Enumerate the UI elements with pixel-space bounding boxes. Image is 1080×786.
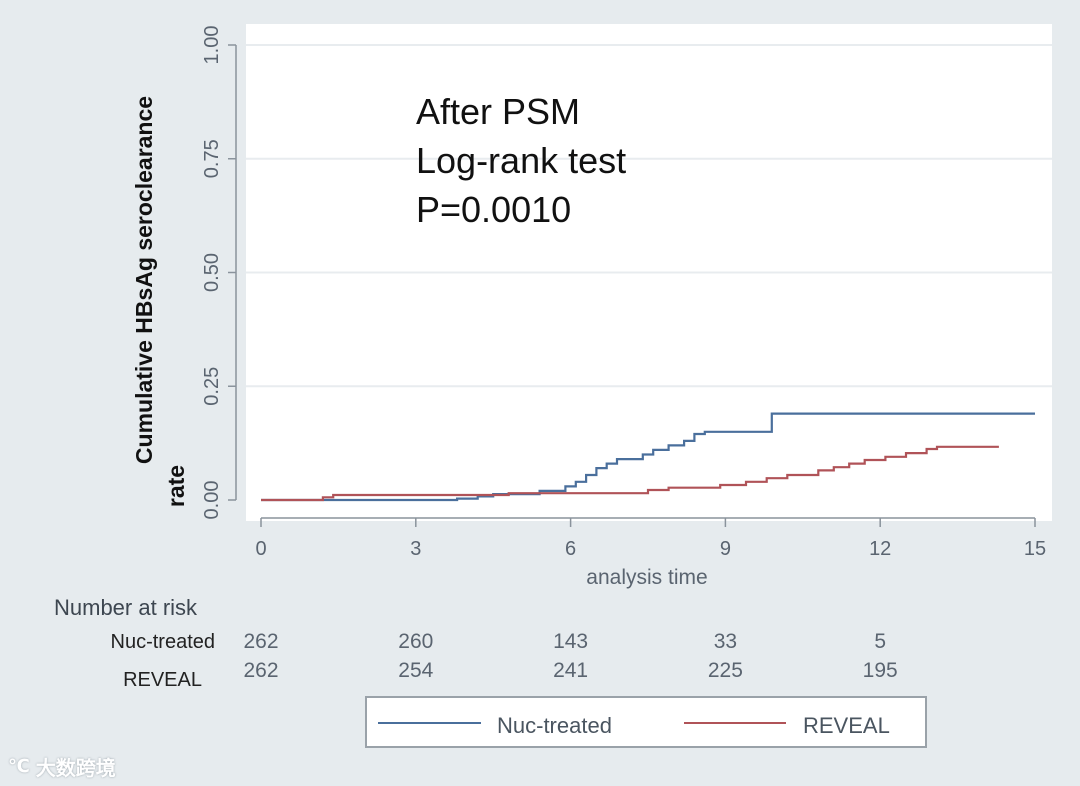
y-axis-title-line2: rate [163, 465, 189, 507]
annotation-line-2: Log-rank test [416, 140, 626, 181]
series-line-reveal [261, 445, 999, 502]
x-tick-label-15: 15 [1024, 538, 1046, 560]
legend-label-nuc: Nuc-treated [497, 713, 612, 738]
y-tick-label-1.00: 1.00 [201, 26, 223, 65]
y-tick-label-0.50: 0.50 [201, 253, 223, 292]
risk-value-1-3: 225 [708, 659, 743, 682]
risk-value-1-1: 254 [398, 659, 433, 682]
y-tick-label-0.25: 0.25 [201, 367, 223, 406]
annotation-line-3: P=0.0010 [416, 189, 571, 230]
risk-value-1-4: 195 [863, 659, 898, 682]
risk-row-name-nuc: Nuc-treated [111, 631, 216, 653]
logo-icon: ℃ [8, 756, 30, 777]
y-axis-title: Cumulative HBsAg seroclearance [131, 96, 157, 464]
risk-row-name-reveal: REVEAL [123, 669, 202, 691]
x-axis-title: analysis time [586, 566, 707, 589]
risk-value-1-0: 262 [243, 659, 278, 682]
risk-value-0-4: 5 [874, 630, 886, 653]
risk-value-0-0: 262 [243, 630, 278, 653]
watermark: ℃ 大数跨境 [8, 752, 116, 781]
legend-label-reveal: REVEAL [803, 713, 890, 738]
risk-value-0-3: 33 [714, 630, 737, 653]
x-tick-label-12: 12 [869, 538, 891, 560]
gridlines [246, 44, 1052, 388]
risk-value-0-1: 260 [398, 630, 433, 653]
risk-value-0-2: 143 [553, 630, 588, 653]
x-tick-label-6: 6 [565, 538, 576, 560]
x-tick-label-0: 0 [255, 538, 266, 560]
risk-value-1-2: 241 [553, 659, 588, 682]
annotation-line-1: After PSM [416, 91, 580, 132]
x-tick-label-9: 9 [720, 538, 731, 560]
x-tick-label-3: 3 [410, 538, 421, 560]
y-tick-label-0.75: 0.75 [201, 139, 223, 178]
risk-table-title: Number at risk [54, 595, 198, 620]
watermark-text: 大数跨境 [35, 756, 116, 780]
y-tick-label-0.00: 0.00 [201, 481, 223, 520]
